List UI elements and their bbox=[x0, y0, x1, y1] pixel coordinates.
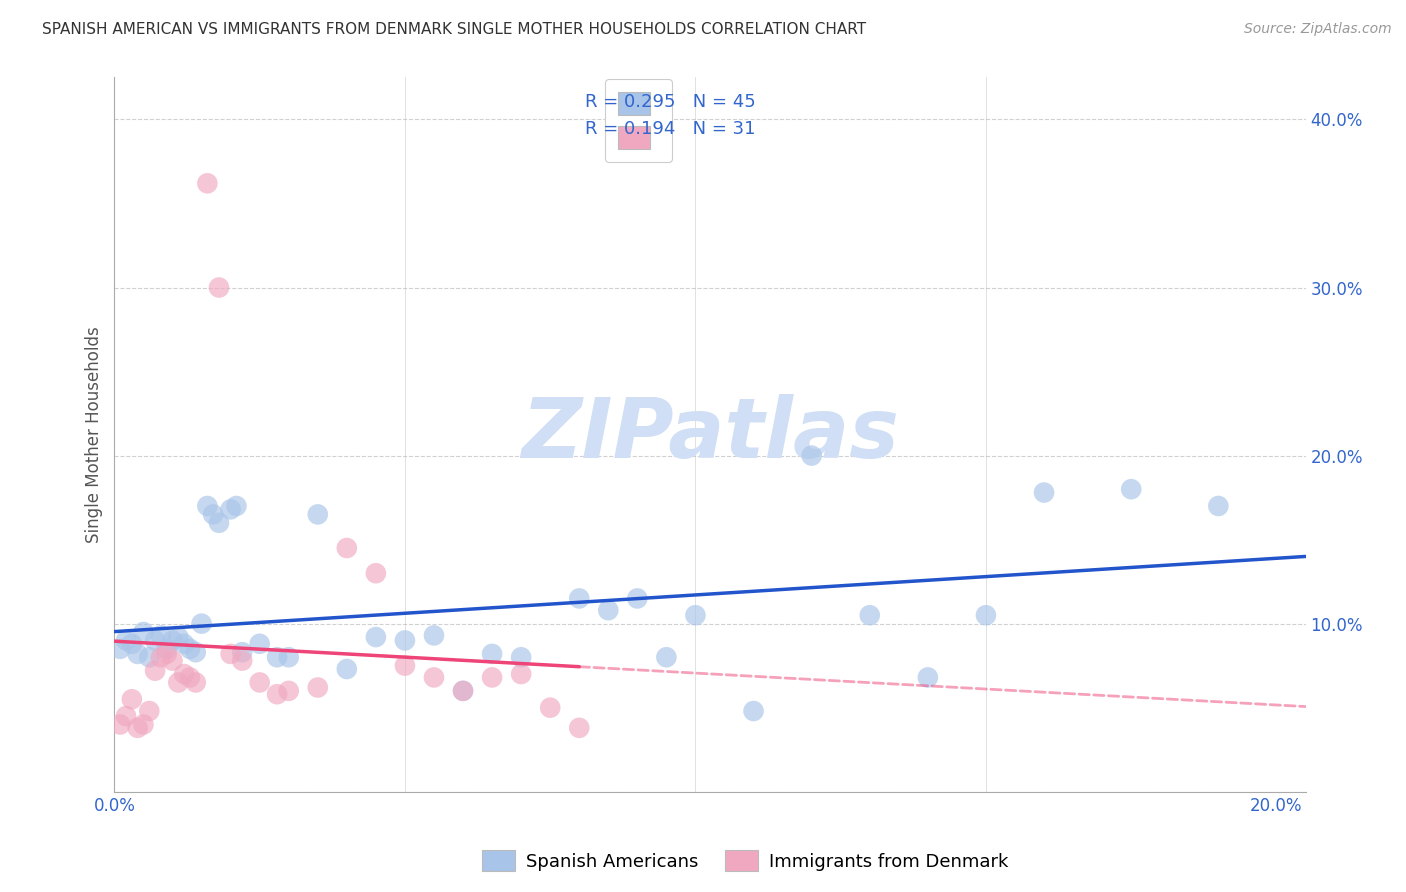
Point bbox=[451, 684, 474, 698]
Point bbox=[121, 692, 143, 706]
Point bbox=[974, 608, 997, 623]
Y-axis label: Single Mother Households: Single Mother Households bbox=[86, 326, 103, 543]
Point bbox=[510, 667, 533, 681]
Point bbox=[277, 684, 299, 698]
Point bbox=[231, 654, 253, 668]
Point bbox=[685, 608, 707, 623]
Point bbox=[132, 625, 155, 640]
Point bbox=[162, 654, 184, 668]
Point bbox=[451, 684, 474, 698]
Point bbox=[115, 709, 138, 723]
Point bbox=[394, 633, 416, 648]
Point bbox=[277, 650, 299, 665]
Point bbox=[394, 658, 416, 673]
Legend: Spanish Americans, Immigrants from Denmark: Spanish Americans, Immigrants from Denma… bbox=[475, 843, 1015, 879]
Text: Source: ZipAtlas.com: Source: ZipAtlas.com bbox=[1244, 22, 1392, 37]
Point bbox=[249, 637, 271, 651]
Text: R = 0.295   N = 45: R = 0.295 N = 45 bbox=[585, 94, 755, 112]
Point bbox=[156, 647, 179, 661]
Point bbox=[336, 541, 359, 555]
Point bbox=[184, 675, 207, 690]
Point bbox=[249, 675, 271, 690]
Point bbox=[626, 591, 648, 606]
Text: R = 0.194   N = 31: R = 0.194 N = 31 bbox=[585, 120, 755, 138]
Point bbox=[149, 628, 172, 642]
Point bbox=[195, 177, 218, 191]
Point bbox=[115, 633, 138, 648]
Point bbox=[173, 637, 195, 651]
Point bbox=[219, 502, 242, 516]
Point bbox=[510, 650, 533, 665]
Point bbox=[568, 591, 591, 606]
Point bbox=[336, 662, 359, 676]
Point bbox=[364, 566, 387, 581]
Point bbox=[568, 721, 591, 735]
Text: SPANISH AMERICAN VS IMMIGRANTS FROM DENMARK SINGLE MOTHER HOUSEHOLDS CORRELATION: SPANISH AMERICAN VS IMMIGRANTS FROM DENM… bbox=[42, 22, 866, 37]
Point bbox=[179, 641, 201, 656]
Point bbox=[127, 647, 149, 661]
Point bbox=[225, 499, 247, 513]
Point bbox=[655, 650, 678, 665]
Point bbox=[917, 670, 939, 684]
Point bbox=[1033, 485, 1056, 500]
Point bbox=[127, 721, 149, 735]
Point bbox=[307, 508, 329, 522]
Point bbox=[143, 664, 166, 678]
Point bbox=[202, 508, 225, 522]
Point bbox=[307, 681, 329, 695]
Point bbox=[423, 628, 446, 642]
Point bbox=[110, 717, 132, 731]
Point bbox=[538, 700, 561, 714]
Point bbox=[598, 603, 620, 617]
Point bbox=[132, 717, 155, 731]
Point bbox=[1121, 482, 1143, 496]
Point bbox=[110, 641, 132, 656]
Point bbox=[138, 704, 160, 718]
Point bbox=[167, 630, 190, 644]
Point bbox=[266, 687, 288, 701]
Point bbox=[156, 641, 179, 656]
Legend: , : , bbox=[605, 79, 672, 161]
Point bbox=[143, 633, 166, 648]
Point bbox=[184, 645, 207, 659]
Point bbox=[800, 449, 823, 463]
Point bbox=[423, 670, 446, 684]
Point bbox=[121, 637, 143, 651]
Point bbox=[195, 499, 218, 513]
Point bbox=[162, 633, 184, 648]
Point bbox=[364, 630, 387, 644]
Point bbox=[208, 280, 231, 294]
Point bbox=[149, 650, 172, 665]
Point bbox=[167, 675, 190, 690]
Point bbox=[208, 516, 231, 530]
Point bbox=[179, 670, 201, 684]
Point bbox=[481, 670, 503, 684]
Point bbox=[173, 667, 195, 681]
Point bbox=[219, 647, 242, 661]
Point bbox=[859, 608, 882, 623]
Point bbox=[138, 650, 160, 665]
Text: ZIPatlas: ZIPatlas bbox=[522, 394, 898, 475]
Point bbox=[190, 616, 212, 631]
Point bbox=[742, 704, 765, 718]
Point bbox=[481, 647, 503, 661]
Point bbox=[231, 645, 253, 659]
Point bbox=[1208, 499, 1230, 513]
Point bbox=[266, 650, 288, 665]
